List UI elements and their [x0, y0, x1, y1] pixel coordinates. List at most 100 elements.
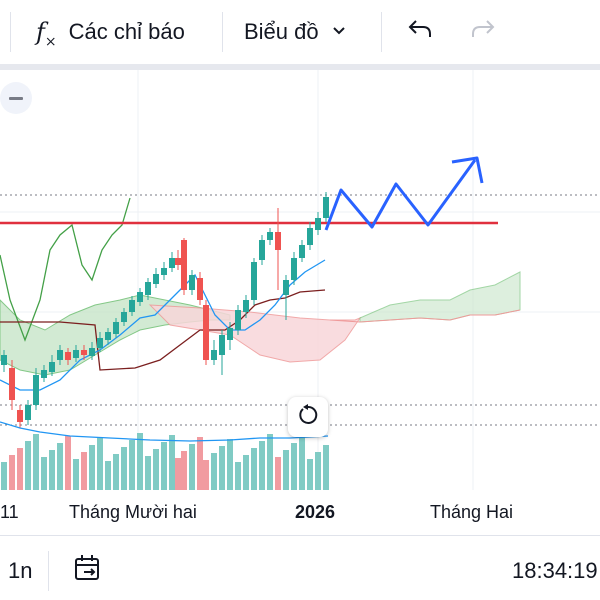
chart-type-button[interactable]: Biểu đồ [244, 0, 347, 64]
candle-body [307, 228, 313, 245]
candle-body [65, 352, 71, 360]
clock-time: 18:34:19 [512, 558, 598, 583]
candles [1, 192, 329, 428]
x-axis-label: Tháng Hai [430, 502, 514, 522]
redo-button[interactable] [470, 0, 496, 64]
volume-bar [307, 459, 313, 490]
ichimoku-cloud-red [148, 304, 362, 363]
candle-body [153, 274, 159, 284]
calendar-goto-icon [72, 552, 104, 590]
candle-body [235, 310, 241, 330]
candle-body [189, 275, 195, 290]
volume-bar [169, 435, 175, 490]
volume-bar [323, 445, 329, 490]
toolbar-border [0, 64, 600, 70]
candle-body [145, 282, 151, 295]
candle-body [17, 410, 23, 422]
volume-bar [259, 441, 265, 490]
volume-bar [197, 437, 203, 490]
candle-body [203, 305, 209, 360]
volume-bar [89, 445, 95, 490]
collapse-pane-button[interactable] [0, 82, 32, 114]
volume-bar [121, 447, 127, 490]
ichimoku-cloud-green [0, 294, 231, 376]
volume-bar [49, 450, 55, 490]
candle-body [243, 300, 249, 312]
volume-bar [137, 433, 143, 490]
chart-pane[interactable]: 11 Tháng Mười hai 2026 Tháng Hai [0, 70, 600, 540]
arrow-head [451, 156, 484, 184]
candle-body [97, 338, 103, 348]
candle-body [283, 280, 289, 295]
volume-bar [291, 443, 297, 490]
volume-bar [283, 450, 289, 490]
candle-body [197, 278, 203, 300]
volume-bar [219, 446, 225, 490]
candle-body [219, 335, 225, 355]
candle-body [57, 350, 63, 360]
volume-bar [161, 442, 167, 490]
candle-body [121, 312, 127, 322]
toolbar-divider [381, 12, 382, 52]
indicators-button[interactable]: f× Các chỉ báo [36, 0, 185, 64]
volume-bar [251, 448, 257, 490]
volume-bar [113, 454, 119, 490]
volume-bar [235, 462, 241, 490]
volume-bar [97, 438, 103, 490]
volume-bar [315, 452, 321, 490]
candle-body [33, 375, 39, 405]
candle-body [81, 350, 87, 355]
candle-body [41, 370, 47, 378]
candle-body [323, 197, 329, 218]
candle-body [113, 322, 119, 334]
candle-body [129, 300, 135, 312]
candle-body [275, 232, 281, 250]
candle-body [161, 268, 167, 275]
volume-bar [9, 455, 15, 490]
timeframe-button[interactable]: 1n [8, 558, 33, 583]
undo-icon [407, 16, 433, 48]
candle-body [1, 355, 7, 365]
axis-divider [0, 535, 600, 536]
candle-body [251, 262, 257, 300]
volume-bar [41, 457, 47, 490]
candle-body [267, 232, 273, 240]
candle-body [299, 245, 305, 258]
candle-body [169, 258, 175, 268]
redo-icon [470, 16, 496, 48]
minus-icon [9, 96, 23, 100]
undo-button[interactable] [407, 0, 433, 64]
candle-body [211, 350, 217, 360]
top-toolbar: f× Các chỉ báo Biểu đồ [0, 0, 600, 64]
volume-bar [25, 441, 31, 490]
candle-body [9, 368, 15, 400]
volume-bar [189, 444, 195, 490]
bottombar-divider [48, 551, 49, 591]
volume-bars [1, 433, 329, 490]
volume-bar [299, 436, 305, 490]
volume-bar [65, 436, 71, 490]
candle-body [227, 328, 233, 340]
volume-bar [267, 434, 273, 490]
chikou-line [0, 197, 131, 342]
candle-body [315, 218, 321, 230]
volume-bar [203, 460, 209, 490]
chart-canvas[interactable] [0, 70, 600, 540]
volume-bar [175, 458, 181, 490]
candle-body [291, 258, 297, 280]
x-axis-label: 11 [0, 502, 19, 522]
toolbar-divider [10, 12, 11, 52]
volume-bar [145, 456, 151, 490]
candle-body [49, 362, 55, 372]
candle-body [73, 350, 79, 358]
candle-body [259, 240, 265, 260]
volume-bar [33, 434, 39, 490]
goto-date-button[interactable] [72, 542, 104, 600]
volume-bar [243, 455, 249, 490]
candle-body [137, 292, 143, 302]
volume-bar [73, 459, 79, 490]
zigzag-drawing [324, 159, 477, 231]
volume-bar [153, 449, 159, 490]
reset-chart-button[interactable] [288, 397, 328, 437]
bottom-toolbar: 1n 18:34:19 [0, 542, 600, 600]
